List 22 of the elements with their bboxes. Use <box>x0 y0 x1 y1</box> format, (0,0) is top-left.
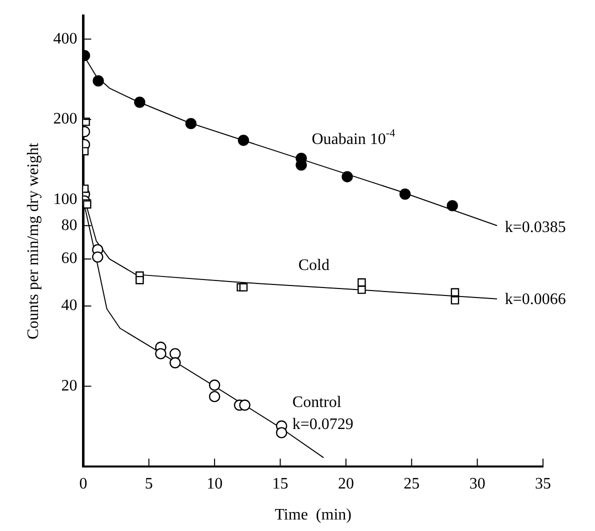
series-label: Cold <box>298 257 330 274</box>
y-tick-label: 40 <box>61 297 78 314</box>
annotation: k=0.0729 <box>292 416 354 433</box>
x-tick-label: 0 <box>79 475 88 492</box>
y-axis-title: Counts per min/mg dry weight <box>24 142 42 340</box>
x-tick-label: 10 <box>206 475 223 492</box>
y-tick-label: 60 <box>61 250 78 268</box>
series-label: Control <box>292 394 342 412</box>
x-tick-label: 35 <box>535 475 551 492</box>
x-tick-label: 20 <box>338 475 354 492</box>
y-tick-label: 200 <box>53 110 78 128</box>
y-tick-label: 80 <box>61 216 78 234</box>
x-tick-label: 15 <box>272 475 288 492</box>
annotation: k=0.0066 <box>504 290 566 308</box>
x-tick-label: 30 <box>469 475 486 492</box>
x-axis-title: Time (min) <box>274 506 352 524</box>
annotation: k=0.0385 <box>504 218 566 236</box>
y-tick-label: 20 <box>61 377 78 394</box>
y-tick-label: 100 <box>53 190 78 208</box>
x-tick-label: 5 <box>144 475 153 492</box>
y-tick-label: 400 <box>53 30 78 48</box>
x-tick-label: 25 <box>404 475 420 492</box>
